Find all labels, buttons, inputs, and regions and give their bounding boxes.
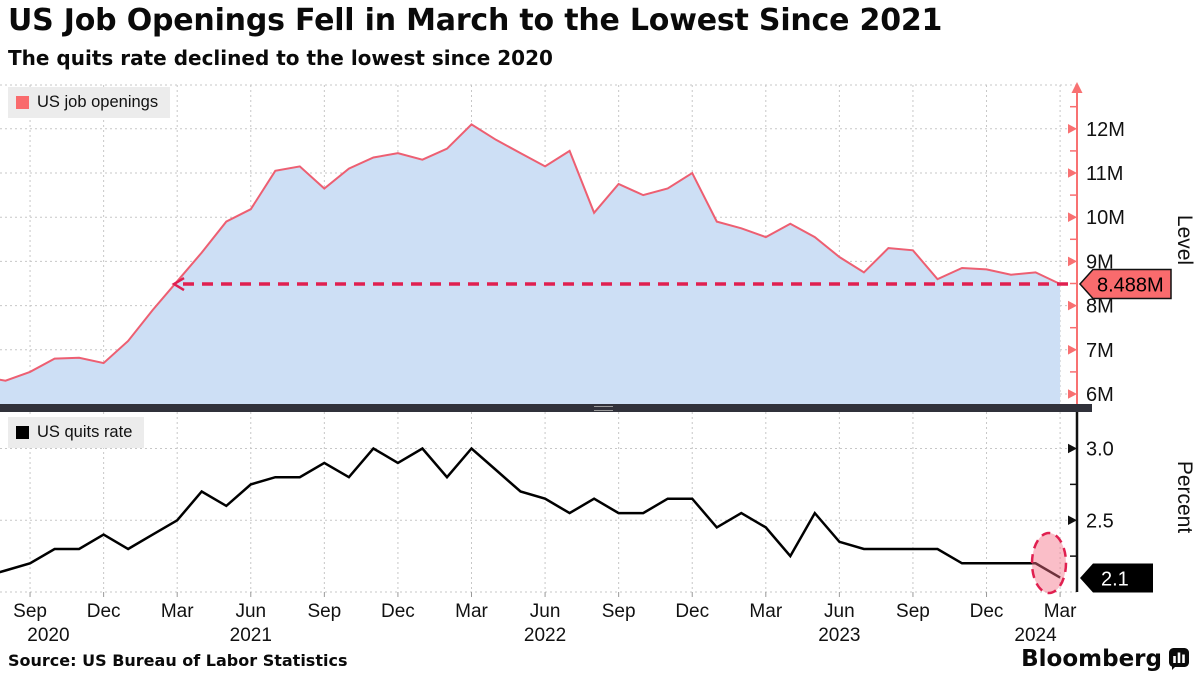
job-openings-value-tag: [1078, 268, 1172, 300]
x-axis-month-label: Sep: [307, 601, 341, 622]
panel-divider: [0, 404, 1092, 412]
legend-job-openings-label: US job openings: [37, 93, 159, 111]
x-axis-year-label: 2024: [1014, 625, 1057, 646]
quits-rate-swatch-icon: [16, 426, 29, 439]
bloomberg-logo-icon: [1169, 648, 1189, 670]
quits-value-tag: [1080, 563, 1153, 593]
x-axis-year-label: 2020: [27, 625, 69, 646]
level-axis-major-tick: [1068, 168, 1077, 178]
level-axis-tick-label: 9M: [1086, 251, 1114, 273]
level-axis-major-tick: [1068, 212, 1077, 222]
percent-axis-major-tick: [1068, 443, 1077, 454]
x-axis-month-label: Dec: [675, 601, 709, 622]
level-axis-tick-label: 7M: [1086, 340, 1114, 362]
source-credit: Source: US Bureau of Labor Statistics: [8, 651, 348, 670]
x-axis-month-label: Dec: [381, 601, 415, 622]
job-openings-value-label: 8.488M: [1097, 275, 1164, 297]
x-axis-year-label: 2022: [524, 625, 566, 646]
level-axis-major-tick: [1068, 300, 1077, 311]
x-axis-month-label: Jun: [530, 601, 561, 622]
x-axis-month-label: Jun: [824, 601, 855, 622]
percent-axis-major-tick: [1068, 515, 1077, 526]
x-axis-month-label: Jun: [235, 601, 266, 622]
quits-rate-line: [0, 446, 1061, 579]
level-axis-major-tick: [1068, 345, 1077, 355]
level-axis-major-tick: [1068, 256, 1077, 267]
level-axis-major-tick: [1068, 124, 1077, 134]
page-subtitle: The quits rate declined to the lowest si…: [8, 46, 553, 70]
percent-axis-tick-label: 3.0: [1086, 439, 1114, 461]
x-axis-month-label: Sep: [602, 601, 636, 622]
bloomberg-logotype: Bloomberg: [1021, 646, 1162, 672]
legend-quits-rate: US quits rate: [8, 417, 145, 448]
x-axis-year-label: 2021: [230, 625, 272, 646]
dashed-line-arrowhead-icon: [171, 276, 185, 292]
x-axis-month-label: Mar: [1044, 601, 1077, 622]
x-axis-month-label: Mar: [455, 601, 488, 622]
level-axis-tick-label: 12M: [1086, 119, 1125, 141]
level-axis-tick-label: 6M: [1086, 384, 1114, 406]
percent-axis-title: Percent: [1173, 461, 1196, 534]
level-axis-arrow-icon: [1071, 82, 1083, 93]
quits-value-label: 2.1: [1101, 569, 1129, 591]
legend-job-openings: US job openings: [8, 87, 171, 118]
level-axis-title: Level: [1173, 215, 1196, 265]
level-axis-tick-label: 10M: [1086, 207, 1125, 229]
level-axis-tick-label: 8M: [1086, 296, 1114, 318]
x-axis-month-label: Mar: [749, 601, 782, 622]
level-axis-tick-label: 11M: [1086, 163, 1123, 185]
x-axis-month-label: Sep: [896, 601, 930, 622]
legend-quits-rate-label: US quits rate: [37, 423, 133, 441]
job-openings-area: [0, 124, 1061, 404]
level-axis-major-tick: [1068, 389, 1077, 399]
x-axis-month-label: Dec: [87, 601, 121, 622]
page-title: US Job Openings Fell in March to the Low…: [8, 3, 943, 38]
job-openings-line: [0, 123, 1061, 382]
x-axis-year-label: 2023: [818, 625, 860, 646]
divider-drag-handle-icon[interactable]: [594, 405, 613, 411]
x-axis-month-label: Dec: [970, 601, 1004, 622]
job-openings-swatch-icon: [16, 96, 29, 109]
x-axis-month-label: Sep: [13, 601, 47, 622]
x-axis-month-label: Mar: [161, 601, 194, 622]
latest-point-highlight-ellipse: [1030, 531, 1068, 595]
bloomberg-brand: Bloomberg: [1021, 646, 1190, 672]
percent-axis-tick-label: 2.5: [1086, 510, 1114, 532]
